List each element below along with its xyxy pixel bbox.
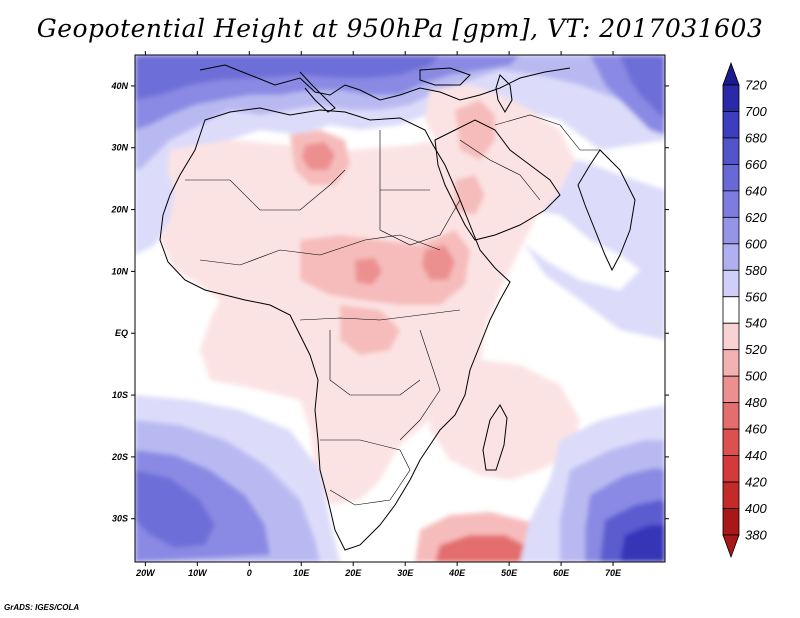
colorbar-swatch (722, 296, 740, 324)
colorbar-swatch (722, 84, 740, 112)
colorbar-swatch (722, 111, 740, 139)
colorbar-label: 520 (745, 342, 767, 357)
colorbar-swatch (722, 216, 740, 245)
lon-tick-label: 20E (344, 568, 362, 578)
contour-pink-drc (340, 305, 400, 355)
colorbar-bottom-arrow (722, 534, 740, 559)
colorbar-swatch (722, 269, 740, 298)
colorbar-top-arrow (722, 61, 740, 86)
coastline-caspian (495, 74, 513, 113)
lat-tick-label: 40N (110, 81, 128, 91)
contour-pink-sahel (300, 230, 470, 305)
grads-credit: GrADS: IGES/COLA (4, 603, 80, 612)
lat-tick-label: 30S (112, 514, 128, 524)
lat-tick-label: 20S (111, 452, 128, 462)
border-sahel (199, 234, 441, 266)
colorbar-label: 580 (745, 263, 767, 278)
coastline-africa (159, 107, 511, 551)
chart-title: Geopotential Height at 950hPa [gpm], VT:… (36, 14, 764, 43)
border-layer (185, 114, 600, 506)
lon-tick-label: 70E (605, 568, 622, 578)
colorbar: 720 700 680 660 640 620 600 580 560 540 520 500 480 4… (722, 61, 767, 559)
contour-red-core-sudan (422, 245, 455, 280)
colorbar-swatch (722, 481, 740, 509)
lon-tick-label: 10E (293, 568, 310, 578)
border-south (320, 439, 411, 506)
border-arabia (459, 139, 541, 201)
coastline-arabia (434, 119, 561, 241)
lat-tick-label: 10S (112, 390, 128, 400)
colorbar-swatch (722, 508, 740, 536)
colorbar-label: 480 (745, 395, 767, 410)
colorbar-swatch (722, 322, 740, 351)
colorbar-label: 720 (745, 78, 767, 93)
colorbar-swatch (722, 349, 740, 377)
latitude-axis: 40N 30N 20N 10N EQ 10S 20S 30S (110, 81, 669, 524)
border-congo (329, 330, 421, 396)
colorbar-swatch (722, 243, 740, 271)
colorbar-swatch (722, 402, 740, 430)
coastline-europe (199, 64, 571, 101)
colorbar-label: 440 (745, 448, 767, 463)
lon-tick-label: 0 (247, 568, 252, 578)
colorbar-label: 460 (745, 422, 767, 437)
colorbar-label: 620 (745, 210, 767, 225)
colorbar-label: 700 (745, 104, 767, 119)
lat-tick-label: 30N (111, 143, 128, 153)
contour-blue-northeast-deep (620, 55, 665, 120)
contour-white-arabian-sea (520, 210, 640, 290)
coastline-italy (299, 71, 336, 113)
border-sudan (379, 190, 461, 246)
contour-red-south (435, 535, 530, 562)
border-iran (494, 114, 600, 151)
colorbar-label: 380 (745, 528, 767, 543)
colorbar-label: 540 (745, 316, 767, 331)
contour-blue-southwest-dark (135, 470, 215, 548)
colorbar-label: 640 (745, 183, 767, 198)
lat-tick-label: 10N (111, 266, 128, 276)
map-frame (134, 54, 666, 563)
lon-tick-label: 10W (188, 568, 208, 578)
colorbar-swatch (722, 455, 740, 483)
colorbar-label: 680 (745, 130, 767, 145)
colorbar-swatch (722, 428, 740, 456)
lon-tick-label: 60E (553, 568, 570, 578)
coastline-india (577, 149, 636, 272)
lon-tick-label: 40E (448, 568, 466, 578)
border-east (399, 329, 441, 441)
contour-pink-iraq (455, 100, 495, 160)
border-central (299, 309, 461, 321)
coastline-layer (159, 64, 636, 551)
colorbar-swatch (722, 137, 740, 165)
colorbar-label: 500 (745, 369, 767, 384)
lon-tick-label: 20W (135, 568, 156, 578)
contour-fill-layer (135, 55, 665, 562)
coastline-madagascar (482, 404, 508, 471)
contour-red-core-sahara (302, 142, 335, 170)
lat-tick-label: 20N (110, 205, 128, 215)
colorbar-label: 420 (745, 475, 767, 490)
contour-lavender-west (135, 165, 175, 255)
border-west-africa (185, 169, 346, 211)
colorbar-label: 560 (745, 289, 767, 304)
contour-blue-north-deep (135, 55, 440, 100)
coastline-black-sea (419, 67, 471, 86)
colorbar-label: 400 (745, 501, 767, 516)
contour-red-core-chad (355, 258, 382, 285)
colorbar-swatch (722, 164, 740, 192)
contour-pink-southeast (430, 360, 580, 480)
colorbar-label: 660 (745, 157, 767, 172)
contour-blue-southeast-deep (620, 525, 665, 562)
lon-tick-label: 50E (501, 568, 518, 578)
lon-tick-label: 30E (397, 568, 414, 578)
longitude-axis: 20W 10W 0 10E 20E 30E 40E 50E 60E 70E (135, 51, 622, 578)
colorbar-swatch (722, 190, 740, 218)
colorbar-label: 600 (745, 236, 767, 251)
colorbar-swatch (722, 375, 740, 404)
lat-tick-label: EQ (115, 328, 128, 338)
